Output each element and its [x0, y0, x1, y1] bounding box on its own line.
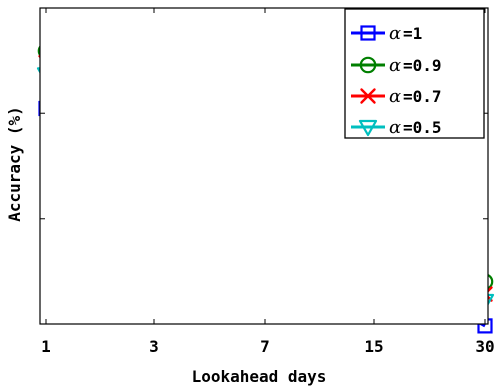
- legend-symbol: α: [389, 55, 401, 76]
- legend-box: [344, 8, 485, 139]
- legend-marker: [358, 119, 378, 137]
- legend-symbol: α: [389, 86, 401, 107]
- legend-symbol: α: [389, 23, 401, 44]
- legend-label: =0.9: [403, 56, 442, 75]
- legend-item: α =0.5: [351, 117, 442, 138]
- legend-label: =1: [403, 24, 422, 43]
- legend-item: α =0.7: [351, 86, 442, 107]
- legend-label: =0.5: [403, 118, 442, 137]
- legend-item: α =1: [351, 23, 422, 44]
- legend-marker: [359, 56, 377, 74]
- x-tick-label: 1: [41, 337, 51, 356]
- legend-label: =0.7: [403, 87, 442, 106]
- x-tick-label: 30: [475, 337, 494, 356]
- y-axis-label: Accuracy (%): [5, 106, 24, 222]
- x-tick-label: 15: [364, 337, 383, 356]
- x-tick-label: 3: [149, 337, 159, 356]
- x-marker-stroke: [360, 88, 376, 104]
- legend-symbol: α: [389, 117, 401, 138]
- x-axis-label: Lookahead days: [192, 367, 327, 386]
- legend-marker: [360, 25, 376, 41]
- legend-marker: [360, 88, 376, 104]
- legend: α =1α =0.9α =0.7α =0.5: [344, 8, 485, 139]
- x-tick-label: 7: [260, 337, 270, 356]
- legend-item: α =0.9: [351, 55, 442, 76]
